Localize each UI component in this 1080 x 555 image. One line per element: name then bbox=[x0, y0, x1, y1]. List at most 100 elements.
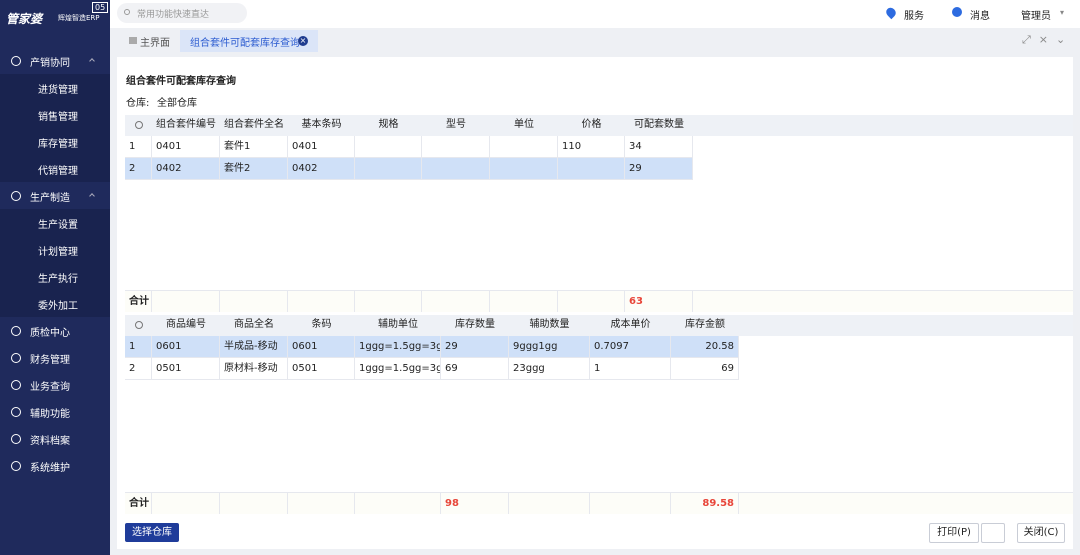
service-icon bbox=[884, 5, 898, 20]
menu-item[interactable]: 产销协同 bbox=[0, 47, 110, 74]
submenu-item[interactable]: 代销管理 bbox=[0, 155, 110, 182]
close-button[interactable]: 关闭(C) bbox=[1017, 523, 1065, 543]
menu-label: 辅助功能 bbox=[30, 409, 70, 420]
table-cell bbox=[422, 158, 490, 179]
logo-badge: 05 bbox=[92, 2, 109, 13]
submenu-label: 销售管理 bbox=[38, 112, 78, 123]
submenu-item[interactable]: 计划管理 bbox=[0, 236, 110, 263]
settings-icon[interactable] bbox=[135, 321, 143, 329]
search-box[interactable]: 常用功能快速直达 bbox=[117, 3, 247, 23]
warehouse-label: 仓库: bbox=[126, 98, 150, 109]
header-cell[interactable]: 库存数量 bbox=[455, 319, 495, 330]
menu-label: 质检中心 bbox=[30, 328, 70, 339]
tab-close[interactable]: × bbox=[298, 36, 308, 46]
tab[interactable]: 主界面 bbox=[140, 38, 170, 49]
total-row: 合计 63 bbox=[125, 290, 1073, 312]
table-row[interactable]: 2 0402 套件2 0402 29 bbox=[125, 158, 693, 180]
table-row[interactable]: 1 0601 半成品-移动 0601 1ggg=1.5gg=3g 29 9ggg1gg 0.7… bbox=[125, 336, 739, 358]
menu-item[interactable]: 质检中心 bbox=[0, 317, 110, 344]
settings-icon[interactable] bbox=[135, 121, 143, 129]
table-row[interactable]: 1 0401 套件1 0401 110 34 bbox=[125, 136, 693, 158]
table-cell bbox=[490, 136, 558, 157]
menu-item[interactable]: 财务管理 bbox=[0, 344, 110, 371]
top-bar: 常用功能快速直达 服务 消息 管理员 ▾ bbox=[110, 0, 1080, 28]
select-warehouse-button[interactable]: 选择仓库 bbox=[125, 523, 179, 542]
search-placeholder: 常用功能快速直达 bbox=[137, 10, 210, 20]
header-cell[interactable]: 成本单价 bbox=[610, 319, 651, 330]
header-cell[interactable]: 单位 bbox=[514, 119, 534, 130]
total-cell bbox=[355, 493, 441, 514]
table-cell: 69 bbox=[441, 358, 509, 379]
table-cell: 0501 bbox=[152, 358, 220, 379]
header-cell[interactable]: 基本条码 bbox=[301, 119, 342, 130]
menu-icon bbox=[11, 56, 21, 66]
total-cell bbox=[220, 493, 288, 514]
table-header: 组合套件编号 组合套件全名 基本条码 规格 型号 单位 价格 可配套数量 bbox=[125, 115, 1073, 136]
submenu-item[interactable]: 委外加工 bbox=[0, 290, 110, 317]
table-cell: 2 bbox=[125, 158, 152, 179]
total-cell bbox=[422, 291, 490, 312]
print-dropdown[interactable] bbox=[981, 523, 1005, 543]
content-panel: 组合套件可配套库存查询 仓库: 全部仓库 组合套件编号 组合套件全名 基本条码 规格 型号 单位… bbox=[117, 57, 1073, 549]
header-cell[interactable]: 型号 bbox=[446, 119, 466, 130]
messages[interactable]: 消息 bbox=[970, 11, 990, 22]
service[interactable]: 服务 bbox=[904, 11, 924, 22]
header-cell[interactable]: 可配套数量 bbox=[634, 119, 684, 130]
table-cell bbox=[490, 158, 558, 179]
menu-item[interactable]: 系统维护 bbox=[0, 452, 110, 479]
menu-icon bbox=[11, 191, 21, 201]
submenu-label: 委外加工 bbox=[38, 301, 78, 312]
menu-arrow bbox=[89, 58, 95, 64]
header-cell[interactable]: 组合套件全名 bbox=[224, 119, 284, 130]
header-cell[interactable]: 商品编号 bbox=[166, 319, 206, 330]
table-cell: 0401 bbox=[152, 136, 220, 157]
table-row[interactable]: 2 0501 原材料-移动 0501 1ggg=1.5gg=3g 69 23ggg 1 69 bbox=[125, 358, 739, 380]
table-cell: 0501 bbox=[288, 358, 355, 379]
logo: 管家婆 bbox=[6, 12, 43, 26]
menu-item[interactable]: 业务查询 bbox=[0, 371, 110, 398]
table-cell: 2 bbox=[125, 358, 152, 379]
header-cell[interactable]: 辅助单位 bbox=[378, 319, 418, 330]
table-cell: 0401 bbox=[288, 136, 355, 157]
menu-icon bbox=[11, 461, 21, 471]
table-cell: 0.7097 bbox=[590, 336, 671, 357]
tab-active[interactable]: 组合套件可配套库存查询 × bbox=[180, 30, 318, 52]
total-cell bbox=[490, 291, 558, 312]
table-cell: 1 bbox=[125, 136, 152, 157]
total-cell bbox=[509, 493, 590, 514]
total-cell bbox=[152, 291, 220, 312]
table-cell: 套件2 bbox=[220, 158, 288, 179]
submenu-item[interactable]: 生产执行 bbox=[0, 263, 110, 290]
header-cell[interactable]: 规格 bbox=[378, 119, 399, 130]
menu-item[interactable]: 资料档案 bbox=[0, 425, 110, 452]
table-cell: 110 bbox=[558, 136, 625, 157]
header-cell[interactable]: 辅助数量 bbox=[529, 319, 570, 330]
table-cell bbox=[355, 158, 422, 179]
table-cell: 9ggg1gg bbox=[509, 336, 590, 357]
print-button[interactable]: 打印(P) bbox=[929, 523, 979, 543]
table-cell: 20.58 bbox=[671, 336, 739, 357]
menu-item[interactable]: 生产制造 bbox=[0, 182, 110, 209]
user-caret: ▾ bbox=[1060, 8, 1065, 17]
menu-label: 业务查询 bbox=[30, 382, 70, 393]
submenu-label: 计划管理 bbox=[38, 247, 78, 258]
user[interactable]: 管理员 bbox=[1021, 11, 1051, 22]
header-cell[interactable]: 组合套件编号 bbox=[156, 119, 216, 130]
header-cell[interactable]: 价格 bbox=[581, 119, 602, 130]
header-cell[interactable]: 商品全名 bbox=[234, 319, 274, 330]
submenu-item[interactable]: 进货管理 bbox=[0, 74, 110, 101]
table-cell: 1ggg=1.5gg=3g bbox=[355, 358, 441, 379]
total-cell bbox=[288, 291, 355, 312]
menu-icon bbox=[11, 407, 21, 417]
menu-item[interactable]: 辅助功能 bbox=[0, 398, 110, 425]
window-controls: ⤢×⌄ bbox=[1022, 33, 1074, 46]
total-cell bbox=[288, 493, 355, 514]
header-cell[interactable]: 库存金额 bbox=[685, 319, 725, 330]
table-cell bbox=[422, 136, 490, 157]
table-cell: 29 bbox=[625, 158, 693, 179]
submenu-item[interactable]: 生产设置 bbox=[0, 209, 110, 236]
header-cell[interactable]: 条码 bbox=[311, 319, 332, 330]
submenu-item[interactable]: 库存管理 bbox=[0, 128, 110, 155]
table-cell bbox=[355, 136, 422, 157]
submenu-item[interactable]: 销售管理 bbox=[0, 101, 110, 128]
